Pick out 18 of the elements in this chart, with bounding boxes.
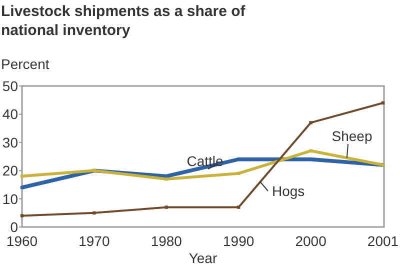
y-tick-label: 20 xyxy=(2,162,18,179)
x-tick-label: 1980 xyxy=(150,233,182,249)
y-tick-label: 40 xyxy=(2,106,18,122)
x-tick-label: 1960 xyxy=(6,233,38,249)
x-axis-title: Year xyxy=(188,250,218,266)
y-tick-label: 0 xyxy=(10,219,18,235)
chart-title: Livestock shipments as a share of national inventory xyxy=(1,3,246,39)
x-tick-label: 2001 xyxy=(367,233,399,249)
y-tick-label: 30 xyxy=(2,134,18,150)
y-tick-label: 50 xyxy=(2,78,18,94)
y-tick-label: 10 xyxy=(2,190,18,207)
x-tick-label: 1970 xyxy=(78,233,110,249)
y-axis-title: Percent xyxy=(1,56,50,72)
series-label: Cattle xyxy=(186,153,224,169)
x-tick-label: 2000 xyxy=(295,233,327,249)
series-label: Hogs xyxy=(272,183,305,199)
x-tick-label: 1990 xyxy=(223,233,254,249)
series-label: Sheep xyxy=(332,128,372,144)
